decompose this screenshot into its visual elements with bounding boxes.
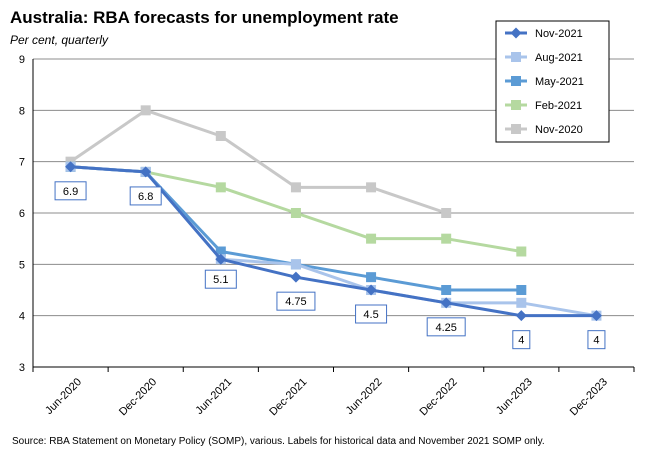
y-tick-label: 8 — [19, 105, 25, 117]
y-tick-label: 7 — [19, 157, 25, 169]
data-point — [441, 285, 452, 295]
legend-item: Aug-2021 — [505, 52, 583, 64]
data-label-text: 4 — [593, 335, 599, 347]
data-point — [215, 246, 226, 257]
data-point — [511, 100, 521, 110]
data-label-text: 6.8 — [138, 191, 153, 203]
data-point — [516, 297, 527, 308]
x-tick-label: Dec-2021 — [267, 376, 309, 418]
y-tick-label: 6 — [19, 208, 25, 220]
data-point — [511, 52, 521, 62]
x-tick-label: Dec-2022 — [418, 376, 460, 418]
data-label: 4.25 — [426, 317, 466, 337]
data-point — [290, 271, 302, 283]
data-label-box — [129, 186, 162, 206]
chart-source-note: Source: RBA Statement on Monetary Policy… — [12, 436, 545, 447]
y-tick-label: 9 — [19, 54, 25, 66]
data-label-text: 4.5 — [363, 309, 378, 321]
data-label: 6.8 — [129, 186, 162, 206]
x-tick-label: Jun-2023 — [494, 376, 535, 417]
series-feb-2021 — [65, 161, 527, 257]
data-point — [140, 105, 151, 116]
data-label-text: 6.9 — [63, 186, 78, 198]
data-label-text: 4.75 — [285, 296, 306, 308]
data-point — [290, 259, 301, 270]
data-label-box — [587, 330, 606, 350]
data-point — [290, 182, 301, 193]
data-point — [366, 272, 377, 283]
y-tick-label: 3 — [19, 362, 25, 374]
data-point — [590, 310, 602, 322]
data-label-text: 4 — [518, 335, 524, 347]
data-point — [440, 297, 452, 309]
data-label-box — [355, 304, 388, 324]
legend-label: Nov-2020 — [535, 124, 583, 136]
data-point — [366, 182, 377, 193]
data-point — [441, 208, 452, 218]
data-point — [215, 182, 226, 193]
legend-label: Aug-2021 — [535, 52, 583, 64]
legend: Nov-2021 Aug-2021 May-2021 Feb-2021 Nov-2020 — [495, 20, 610, 143]
legend-item: May-2021 — [505, 76, 584, 88]
legend-item: Nov-2021 — [505, 27, 583, 40]
data-point — [140, 166, 152, 178]
data-label: 4.5 — [355, 304, 388, 324]
x-tick-label: Dec-2023 — [568, 376, 610, 418]
data-point — [511, 124, 521, 134]
x-tick-label: Jun-2021 — [193, 376, 234, 417]
data-point — [516, 285, 527, 295]
legend-label: Feb-2021 — [535, 100, 582, 112]
data-label-box — [276, 291, 316, 311]
chart-subtitle: Per cent, quarterly — [10, 33, 109, 47]
data-point — [365, 284, 377, 296]
y-tick-label: 4 — [19, 311, 25, 323]
data-point — [511, 76, 521, 86]
x-tick-label: Jun-2022 — [344, 376, 385, 417]
legend-item: Feb-2021 — [505, 100, 582, 112]
data-point — [441, 233, 452, 244]
data-label: 4 — [587, 330, 606, 350]
data-point — [215, 253, 227, 265]
data-label-box — [204, 269, 237, 289]
data-label: 4 — [512, 330, 531, 350]
data-label-text: 5.1 — [213, 274, 228, 286]
data-point — [215, 131, 226, 141]
data-label-layer: 6.9 6.8 5.1 4.75 4.5 4.25 4 4 — [54, 181, 606, 350]
legend-label: May-2021 — [535, 76, 584, 88]
data-point — [510, 27, 522, 39]
chart-title: Australia: RBA forecasts for unemploymen… — [10, 8, 399, 27]
legend-label: Nov-2021 — [535, 28, 583, 40]
x-tick-label: Jun-2020 — [43, 376, 84, 417]
y-tick-label: 5 — [19, 259, 25, 271]
x-tick-label: Dec-2020 — [117, 376, 159, 418]
data-label-box — [512, 330, 531, 350]
data-point — [65, 161, 77, 173]
data-point — [516, 246, 527, 257]
series-line — [69, 108, 447, 215]
data-label-box — [54, 181, 87, 201]
series-aug-2021 — [65, 161, 602, 321]
data-label: 5.1 — [204, 269, 237, 289]
legend-item: Nov-2020 — [505, 124, 583, 136]
data-label-text: 4.25 — [435, 322, 456, 334]
data-point — [366, 233, 377, 244]
data-label-box — [426, 317, 466, 337]
data-point — [515, 310, 527, 322]
data-label: 6.9 — [54, 181, 87, 201]
data-point — [290, 208, 301, 218]
data-label: 4.75 — [276, 291, 316, 311]
series-nov-2021 — [65, 161, 602, 322]
